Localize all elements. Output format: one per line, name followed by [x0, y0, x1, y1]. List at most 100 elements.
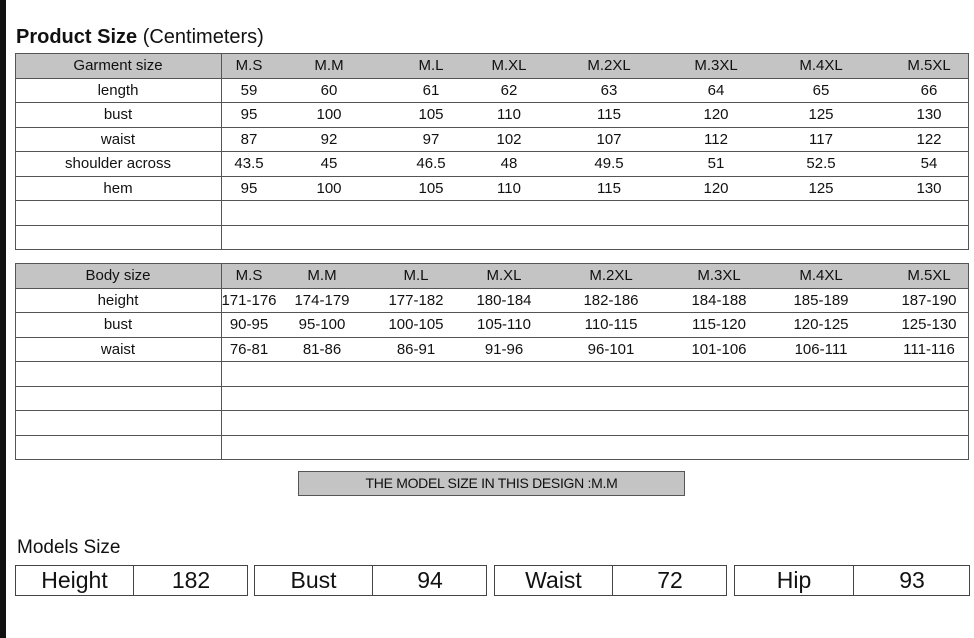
table-row [16, 362, 968, 387]
row-label: Body size [85, 267, 151, 285]
table-cell: M.XL [486, 267, 522, 285]
table-cell: 81-86 [302, 340, 342, 358]
table-cell: 102 [496, 130, 522, 148]
table-row [16, 226, 968, 250]
model-measure-bust: Bust 94 [254, 565, 487, 596]
table-cell: 97 [422, 130, 440, 148]
row-label: length [97, 81, 139, 99]
table-cell: 112 [704, 130, 728, 148]
table-cell: 45 [320, 155, 338, 173]
table-cell: 95-100 [298, 316, 346, 334]
box-divider [372, 566, 373, 595]
table-cell: M.5XL [907, 57, 951, 75]
table-cell: 185-189 [793, 291, 849, 309]
table-cell: 125-130 [901, 316, 957, 334]
table-cell: 62 [500, 81, 518, 99]
table-cell: M.3XL [697, 267, 741, 285]
table-cell: M.2XL [587, 57, 631, 75]
column-divider [221, 264, 222, 459]
table-cell: 101-106 [691, 340, 747, 358]
table-header-row: Body size M.S M.M M.L M.XL M.2XL M.3XL M.4XL M.5… [16, 264, 968, 289]
table-cell: M.5XL [907, 267, 951, 285]
row-label: Garment size [73, 57, 163, 75]
table-cell: 184-188 [691, 291, 747, 309]
table-cell: 120 [703, 179, 729, 197]
table-cell: 60 [320, 81, 338, 99]
table-cell: M.4XL [799, 267, 843, 285]
row-label: height [97, 291, 139, 309]
table-cell: 105 [418, 179, 444, 197]
garment-size-table: Garment size M.S M.M M.L M.XL M.2XL M.3XL M.4XL… [15, 53, 969, 250]
table-cell: 48 [500, 155, 518, 173]
table-cell: 96-101 [587, 340, 635, 358]
table-cell: 122 [916, 130, 942, 148]
table-cell: 59 [240, 81, 258, 99]
table-row: shoulder across 43.5 45 46.5 48 49.5 51 52.5 54 [16, 152, 968, 177]
box-divider [133, 566, 134, 595]
model-size-banner: THE MODEL SIZE IN THIS DESIGN :M.M [298, 471, 685, 496]
table-cell: 54 [920, 155, 938, 173]
row-label: shoulder across [65, 155, 171, 173]
table-cell: 107 [596, 130, 622, 148]
table-cell: 100 [316, 106, 342, 124]
row-label: waist [100, 130, 136, 148]
table-cell: 100 [316, 179, 342, 197]
table-cell: 130 [916, 106, 942, 124]
table-cell: 117 [809, 130, 833, 148]
measure-label: Hip [776, 567, 812, 593]
table-cell: 111-116 [903, 340, 955, 358]
table-cell: 64 [707, 81, 725, 99]
table-cell: 92 [320, 130, 338, 148]
table-cell: 105 [418, 106, 444, 124]
body-size-table: Body size M.S M.M M.L M.XL M.2XL M.3XL M.4XL M.5… [15, 263, 969, 460]
table-cell: 43.5 [234, 155, 264, 173]
table-cell: 180-184 [476, 291, 532, 309]
table-cell: 105-110 [477, 316, 531, 334]
table-cell: 63 [600, 81, 618, 99]
table-cell: M.L [418, 57, 444, 75]
table-cell: 125 [808, 106, 834, 124]
measure-label: Waist [525, 567, 582, 593]
table-row: bust 90-95 95-100 100-105 105-110 110-115 115-… [16, 313, 968, 338]
left-edge [0, 0, 6, 638]
title-unit: (Centimeters) [142, 26, 264, 48]
measure-label: Height [41, 567, 108, 593]
table-cell: M.2XL [589, 267, 633, 285]
table-cell: 106-111 [794, 340, 848, 358]
measure-value: 93 [899, 567, 925, 593]
table-cell: 177-182 [388, 291, 444, 309]
table-cell: M.M [314, 57, 344, 75]
table-row [16, 436, 968, 460]
table-cell: 120 [703, 106, 729, 124]
table-cell: 86-91 [396, 340, 436, 358]
table-cell: 110 [497, 106, 521, 124]
table-cell: 115 [597, 179, 621, 197]
table-cell: 100-105 [388, 316, 444, 334]
table-cell: 61 [422, 81, 440, 99]
table-row: height 171-176 174-179 177-182 180-184 182-18… [16, 289, 968, 313]
table-row: waist 76-81 81-86 86-91 91-96 96-101 101-106 10… [16, 338, 968, 362]
table-cell: M.XL [491, 57, 527, 75]
table-cell: M.L [403, 267, 429, 285]
model-measure-height: Height 182 [15, 565, 248, 596]
table-cell: 120-125 [793, 316, 849, 334]
table-cell: 49.5 [594, 155, 624, 173]
table-cell: 174-179 [294, 291, 350, 309]
model-measure-waist: Waist 72 [494, 565, 727, 596]
box-divider [853, 566, 854, 595]
models-size-label: Models Size [17, 537, 121, 558]
table-cell: 91-96 [484, 340, 524, 358]
column-divider [221, 54, 222, 249]
title-main: Product Size [16, 26, 138, 48]
model-measure-hip: Hip 93 [734, 565, 970, 596]
table-row: length 59 60 61 62 63 64 65 66 [16, 79, 968, 103]
table-cell: 52.5 [806, 155, 836, 173]
box-divider [612, 566, 613, 595]
table-cell: 115 [597, 106, 621, 124]
table-cell: 65 [812, 81, 830, 99]
page-title: Product Size (Centimeters) [16, 26, 264, 49]
table-cell: 66 [920, 81, 938, 99]
table-cell: 95 [240, 106, 258, 124]
row-label: waist [100, 340, 136, 358]
table-cell: 46.5 [416, 155, 446, 173]
